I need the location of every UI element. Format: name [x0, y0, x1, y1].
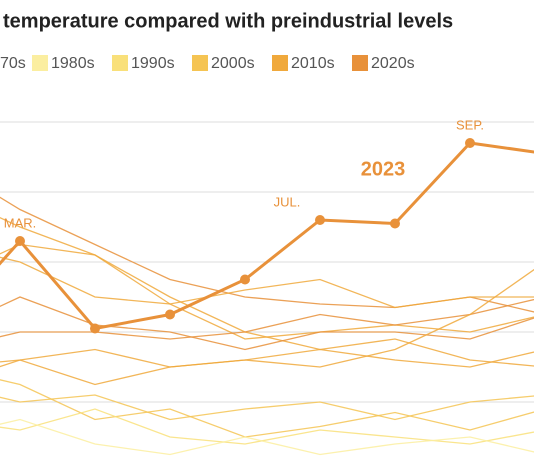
highlight-point: [165, 309, 175, 320]
legend-label: 2000s: [211, 55, 255, 72]
month-label: MAR.: [4, 215, 37, 230]
year-line: [0, 394, 534, 421]
legend-swatch: [352, 55, 368, 71]
year-line: [0, 243, 534, 309]
highlight-point: [15, 236, 25, 246]
year-line: [0, 379, 534, 438]
year-line: [0, 196, 534, 313]
highlight-point: [390, 218, 400, 229]
year-line: [0, 418, 534, 456]
legend-swatch: [272, 55, 288, 71]
legend-swatch: [32, 55, 48, 71]
month-label: SEP.: [456, 117, 484, 132]
highlight-point: [90, 323, 100, 334]
year-line: [0, 348, 534, 368]
legend-swatch: [192, 55, 208, 71]
legend-label: 1980s: [51, 55, 95, 72]
year-line: [0, 296, 534, 351]
legend-label: 2020s: [371, 55, 415, 72]
year-line: [0, 298, 534, 340]
legend-label: 1990s: [131, 55, 175, 72]
legend-label: 70s: [0, 55, 26, 72]
legend-label: 2010s: [291, 55, 335, 72]
highlight-line: [0, 141, 534, 331]
highlight-point: [465, 138, 475, 148]
month-label: JUL.: [274, 194, 301, 209]
highlight-point: [315, 215, 325, 225]
year-line: [0, 216, 534, 367]
highlight-point: [240, 274, 250, 285]
legend-swatch: [112, 55, 128, 71]
chart-title: temperature compared with preindustrial …: [3, 10, 453, 32]
year-line: [0, 256, 534, 340]
highlight-label: 2023: [361, 158, 406, 180]
